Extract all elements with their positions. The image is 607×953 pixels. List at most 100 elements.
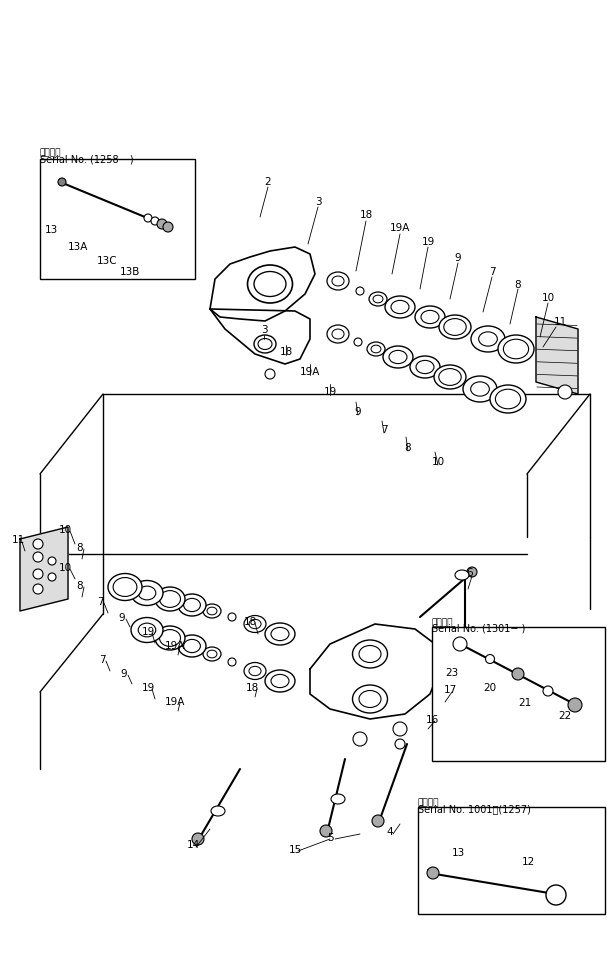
- Circle shape: [354, 338, 362, 347]
- Text: 19A: 19A: [390, 223, 410, 233]
- Ellipse shape: [265, 670, 295, 692]
- Circle shape: [33, 569, 43, 579]
- Bar: [40, 160, 195, 280]
- Circle shape: [395, 740, 405, 749]
- Text: 10: 10: [541, 293, 555, 303]
- Ellipse shape: [258, 339, 272, 350]
- Text: 10: 10: [58, 562, 72, 573]
- Ellipse shape: [410, 356, 440, 378]
- Text: 19: 19: [324, 387, 337, 396]
- Text: 適用号機: 適用号機: [432, 618, 453, 626]
- Ellipse shape: [434, 366, 466, 390]
- Ellipse shape: [138, 586, 156, 600]
- Ellipse shape: [455, 571, 469, 580]
- Text: 8: 8: [515, 280, 521, 290]
- Ellipse shape: [444, 319, 466, 336]
- Ellipse shape: [178, 595, 206, 617]
- Text: 8: 8: [76, 542, 83, 553]
- Text: 6: 6: [467, 567, 473, 578]
- Ellipse shape: [113, 578, 137, 597]
- Text: 19: 19: [141, 626, 155, 637]
- Text: 18: 18: [245, 682, 259, 692]
- Ellipse shape: [385, 296, 415, 318]
- Ellipse shape: [131, 618, 163, 643]
- Circle shape: [512, 668, 524, 680]
- Text: Serial No. 1001〜(1257): Serial No. 1001〜(1257): [418, 803, 531, 813]
- Circle shape: [144, 214, 152, 223]
- Text: 10: 10: [58, 524, 72, 535]
- Ellipse shape: [160, 630, 180, 647]
- Ellipse shape: [211, 806, 225, 816]
- Ellipse shape: [389, 351, 407, 364]
- Text: 13B: 13B: [120, 267, 140, 276]
- Text: 14: 14: [186, 840, 200, 849]
- Text: 2: 2: [265, 177, 271, 187]
- Ellipse shape: [498, 335, 534, 364]
- Ellipse shape: [332, 330, 344, 339]
- Ellipse shape: [207, 607, 217, 616]
- Circle shape: [568, 699, 582, 712]
- Text: 7: 7: [99, 655, 105, 664]
- Bar: [432, 627, 605, 761]
- Text: Serial No. (1301− ): Serial No. (1301− ): [432, 623, 526, 634]
- Text: 21: 21: [518, 698, 531, 707]
- Circle shape: [393, 722, 407, 737]
- Ellipse shape: [244, 662, 266, 679]
- Circle shape: [486, 655, 495, 664]
- Text: 13: 13: [45, 225, 58, 234]
- Circle shape: [151, 218, 159, 226]
- Text: 11: 11: [554, 316, 566, 327]
- Text: 7: 7: [97, 597, 103, 606]
- Ellipse shape: [367, 343, 385, 356]
- Circle shape: [228, 614, 236, 621]
- Text: 19A: 19A: [165, 697, 185, 706]
- Ellipse shape: [371, 346, 381, 354]
- Circle shape: [543, 686, 553, 697]
- Ellipse shape: [416, 361, 434, 375]
- Ellipse shape: [327, 273, 349, 291]
- Ellipse shape: [359, 691, 381, 708]
- Ellipse shape: [353, 640, 387, 668]
- Circle shape: [163, 223, 173, 233]
- Ellipse shape: [207, 651, 217, 659]
- Text: 8: 8: [405, 442, 412, 453]
- Circle shape: [33, 553, 43, 562]
- Text: 17: 17: [443, 684, 456, 695]
- Text: 18: 18: [279, 347, 293, 356]
- Ellipse shape: [108, 574, 142, 601]
- Text: 12: 12: [522, 856, 535, 866]
- Text: 13A: 13A: [68, 242, 89, 252]
- Text: Serial No. (1258− ): Serial No. (1258− ): [40, 154, 134, 165]
- Circle shape: [453, 638, 467, 651]
- Polygon shape: [20, 527, 68, 612]
- Ellipse shape: [244, 616, 266, 633]
- Ellipse shape: [183, 639, 200, 653]
- Circle shape: [157, 220, 167, 230]
- Ellipse shape: [178, 636, 206, 658]
- Ellipse shape: [248, 266, 293, 304]
- Ellipse shape: [203, 647, 221, 661]
- Text: 16: 16: [426, 714, 439, 724]
- Text: 18: 18: [243, 617, 257, 626]
- Circle shape: [356, 288, 364, 295]
- Ellipse shape: [359, 646, 381, 662]
- Circle shape: [33, 539, 43, 550]
- Circle shape: [228, 659, 236, 666]
- Circle shape: [372, 815, 384, 827]
- Circle shape: [192, 833, 204, 845]
- Ellipse shape: [373, 295, 383, 304]
- Text: 4: 4: [387, 826, 393, 836]
- Ellipse shape: [353, 685, 387, 713]
- Ellipse shape: [155, 626, 185, 650]
- Ellipse shape: [490, 386, 526, 414]
- Ellipse shape: [331, 794, 345, 804]
- Ellipse shape: [138, 623, 156, 638]
- Ellipse shape: [463, 376, 497, 402]
- Text: 13C: 13C: [97, 255, 118, 266]
- Circle shape: [58, 179, 66, 187]
- Circle shape: [48, 574, 56, 581]
- Text: 8: 8: [76, 580, 83, 590]
- Circle shape: [320, 825, 332, 837]
- Ellipse shape: [249, 667, 261, 676]
- Bar: [418, 807, 605, 914]
